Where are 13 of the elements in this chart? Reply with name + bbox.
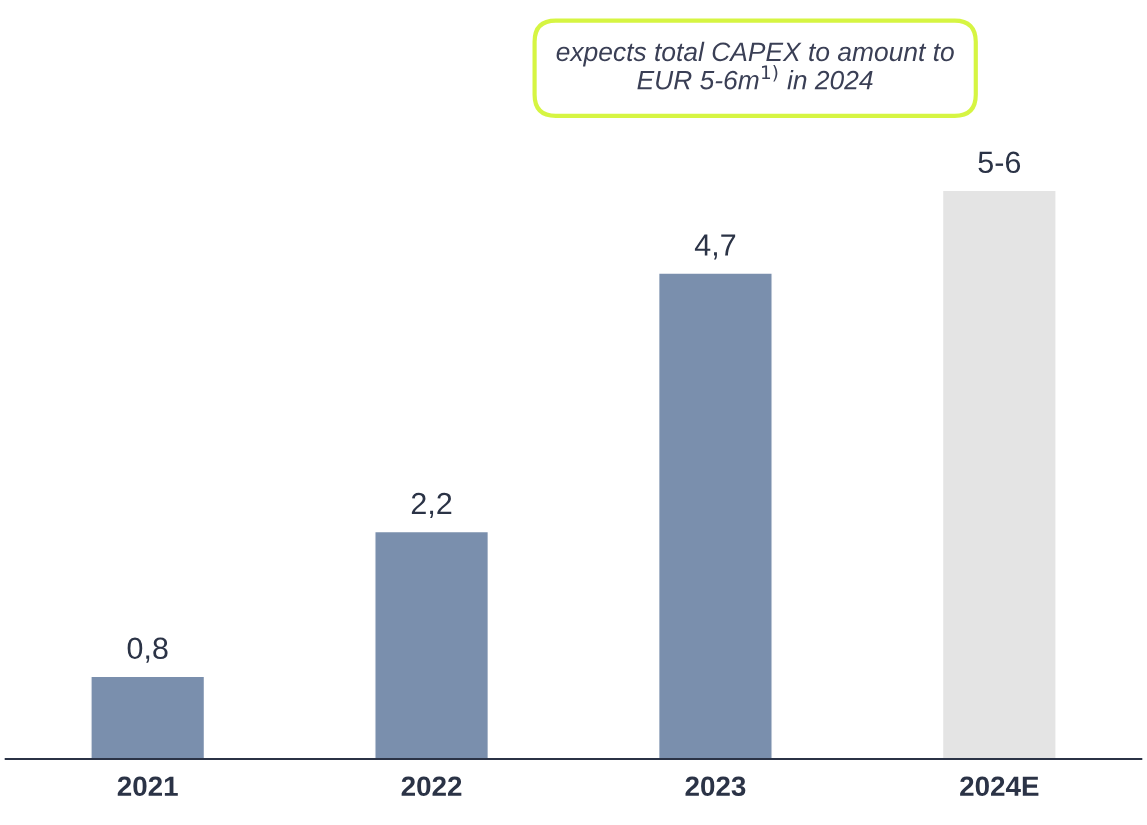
bar [374, 530, 490, 759]
data-label: 0,8 [127, 637, 168, 663]
data-label: 2,2 [411, 492, 452, 518]
x-tick-label: 2024E [960, 776, 1039, 797]
bar [657, 272, 773, 759]
data-label: 4,7 [694, 234, 736, 260]
text: expects total CAPEX to amount to EUR 5-6m$^{1)}$ in 2024 [556, 41, 954, 90]
x-tick-label: 2021 [117, 776, 178, 797]
x-tick-label: 2022 [401, 776, 462, 797]
bar [941, 189, 1057, 759]
data-label: 5-6 [978, 151, 1021, 174]
bar [90, 675, 206, 759]
x-tick-label: 2023 [685, 776, 746, 797]
